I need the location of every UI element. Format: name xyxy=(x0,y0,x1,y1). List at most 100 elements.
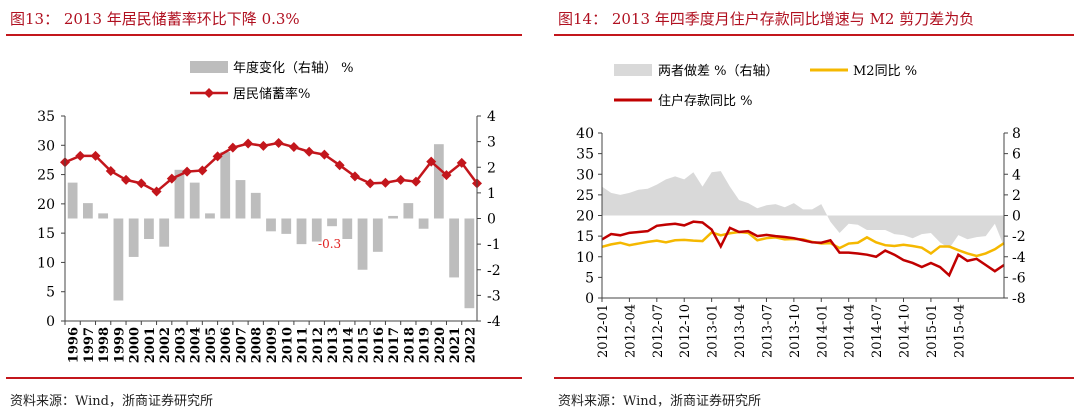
right-figure-title: 图14： 2013 年四季度月住户存款同比增速与 M2 剪刀差为负 xyxy=(558,10,975,28)
bar-annual-change xyxy=(342,218,353,239)
bar-annual-change xyxy=(388,215,398,219)
x-tick-label: 2017 xyxy=(387,327,402,363)
legend-line-marker xyxy=(204,88,214,98)
left-y-tick-label: 30 xyxy=(37,138,55,154)
annotation-2013: -0.3 xyxy=(318,237,341,251)
savings-rate-marker xyxy=(380,177,391,188)
bar-annual-change xyxy=(174,169,185,219)
x-tick-label: 2008 xyxy=(250,327,265,363)
savings-rate-marker xyxy=(212,151,223,162)
right-y-tick-label: 1 xyxy=(487,186,496,202)
x-tick-label: 2013-01 xyxy=(706,304,721,358)
savings-rate-marker xyxy=(441,170,452,181)
x-tick-label: 2019 xyxy=(418,327,433,363)
left-source-divider xyxy=(6,377,522,379)
x-tick-label: 2001 xyxy=(143,327,158,363)
bar-annual-change xyxy=(128,218,139,257)
savings-rate-marker xyxy=(365,178,376,189)
bar-annual-change xyxy=(433,144,444,219)
bar-annual-change xyxy=(281,218,292,234)
x-tick-label: 2015-01 xyxy=(925,304,940,358)
x-tick-label: 2011 xyxy=(296,327,311,363)
savings-rate-marker xyxy=(136,178,147,189)
savings-rate-marker xyxy=(182,166,193,177)
x-tick-label: 2014 xyxy=(341,327,356,363)
x-tick-label: 2015-04 xyxy=(952,304,967,358)
x-tick-label: 2005 xyxy=(204,327,219,363)
legend-area-swatch xyxy=(614,64,652,76)
x-tick-label: 2009 xyxy=(265,327,280,363)
right-y-tick-label: 0 xyxy=(1012,209,1021,225)
bar-annual-change xyxy=(357,218,368,270)
left-y-tick-label: 25 xyxy=(576,188,594,204)
left-y-tick-label: 35 xyxy=(37,109,55,125)
right-y-tick-label: -8 xyxy=(1012,291,1026,307)
right-title-divider xyxy=(554,34,1074,36)
bar-annual-change xyxy=(418,218,429,229)
x-tick-label: 2004 xyxy=(189,327,204,363)
right-y-tick-label: 2 xyxy=(1012,188,1021,204)
left-y-tick-label: 0 xyxy=(585,291,594,307)
bar-annual-change xyxy=(144,218,154,239)
x-tick-label: 2018 xyxy=(402,327,417,363)
left-figure-panel: 图13： 2013 年居民储蓄率环比下降 0.3% 35 30 25 20 15 10 5 0… xyxy=(0,0,528,416)
x-tick-label: 2013-04 xyxy=(733,304,748,358)
savings-rate-marker xyxy=(105,166,116,177)
left-y-tick-label: 5 xyxy=(46,285,55,301)
savings-rate-marker xyxy=(121,174,132,185)
bar-annual-change xyxy=(67,182,78,219)
right-y-tick-label: -3 xyxy=(487,288,501,304)
x-tick-label: 2010 xyxy=(280,327,295,363)
savings-rate-marker xyxy=(258,140,269,151)
right-y-tick-label: 4 xyxy=(1012,167,1021,183)
x-tick-label: 2014-04 xyxy=(843,304,858,358)
right-y-tick-label: -4 xyxy=(1012,250,1026,266)
left-y-tick-label: 25 xyxy=(37,168,55,184)
x-tick-label: 2012-04 xyxy=(623,304,638,358)
x-tick-label: 2015 xyxy=(357,327,372,363)
x-tick-label: 2013-07 xyxy=(760,304,775,358)
savings-rate-marker xyxy=(166,173,177,184)
bar-annual-change xyxy=(464,218,475,309)
x-tick-label: 2007 xyxy=(234,327,249,363)
savings-rate-marker xyxy=(227,142,238,153)
savings-rate-marker xyxy=(456,157,467,168)
x-tick-label: 1997 xyxy=(82,327,97,363)
left-source-note: 资料来源：Wind，浙商证券研究所 xyxy=(10,394,213,409)
x-tick-label: 2012-01 xyxy=(596,304,611,358)
bar-annual-change xyxy=(327,218,337,227)
left-y-tick-label: 0 xyxy=(46,314,55,330)
left-figure-title: 图13： 2013 年居民储蓄率环比下降 0.3% xyxy=(10,10,300,28)
savings-rate-marker xyxy=(304,146,315,157)
x-tick-label: 2020 xyxy=(433,327,448,363)
x-tick-label: 2013-10 xyxy=(788,304,803,358)
legend-line-label: 居民储蓄率% xyxy=(233,86,310,102)
x-tick-label: 2014-07 xyxy=(870,304,885,358)
bar-annual-change xyxy=(113,218,124,301)
right-y-tick-label: -6 xyxy=(1012,270,1026,286)
x-tick-label: 1999 xyxy=(112,327,127,363)
right-y-tick-label: 2 xyxy=(487,160,496,176)
x-tick-label: 2013 xyxy=(326,327,341,363)
savings-rate-marker xyxy=(426,156,437,167)
left-y-tick-label: 20 xyxy=(37,197,55,213)
savings-rate-marker xyxy=(197,165,208,176)
right-y-tick-label: 0 xyxy=(487,212,496,228)
savings-rate-marker xyxy=(319,149,330,160)
bar-annual-change xyxy=(83,203,93,219)
right-y-tick-label: 8 xyxy=(1012,126,1021,142)
left-y-tick-label: 30 xyxy=(576,167,594,183)
bar-annual-change xyxy=(98,213,109,219)
x-tick-label: 2016 xyxy=(372,327,387,363)
line-household-deposit-yoy xyxy=(601,220,1005,278)
x-tick-label: 2002 xyxy=(158,327,173,363)
right-y-tick-label: 3 xyxy=(487,135,496,151)
right-y-tick-label: -2 xyxy=(1012,229,1026,245)
right-y-tick-label: -2 xyxy=(487,263,501,279)
savings-rate-marker xyxy=(349,171,360,182)
left-y-tick-label: 10 xyxy=(576,250,594,266)
bar-annual-change xyxy=(311,218,322,242)
bar-annual-change xyxy=(205,213,215,219)
right-figure-panel: 图14： 2013 年四季度月住户存款同比增速与 M2 剪刀差为负 40 35 30… xyxy=(548,0,1080,416)
